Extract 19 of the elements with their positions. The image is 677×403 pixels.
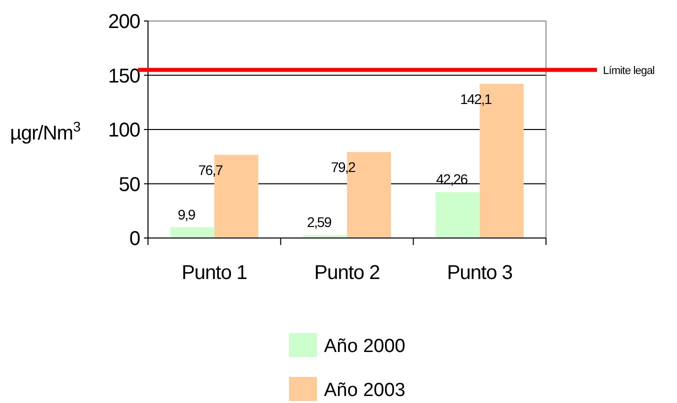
y-tick-label: 150: [108, 65, 140, 88]
x-tick-label: Punto 2: [314, 262, 380, 284]
data-label: 79,2: [330, 159, 356, 176]
y-tick-label: 0: [129, 228, 140, 250]
bar: [436, 192, 480, 238]
ref-line-label: Límite legal: [603, 64, 654, 77]
y-axis-title: µgr/Nm$^{3}$: [10, 118, 81, 144]
y-tick-label: 50: [118, 174, 140, 196]
legend-label: Año 2003: [324, 380, 406, 401]
data-label: 142,1: [460, 90, 492, 107]
bar: [170, 227, 214, 238]
x-tick-label: Punto 1: [182, 262, 248, 284]
data-label: 9,9: [178, 206, 196, 222]
data-label: 2,59: [306, 214, 332, 230]
y-tick-label: 100: [108, 120, 140, 142]
data-label: 76,7: [198, 162, 224, 178]
y-tick-label: 200: [108, 11, 140, 33]
x-tick-label: Punto 3: [446, 262, 513, 284]
legend-label: Año 2000: [324, 336, 406, 357]
